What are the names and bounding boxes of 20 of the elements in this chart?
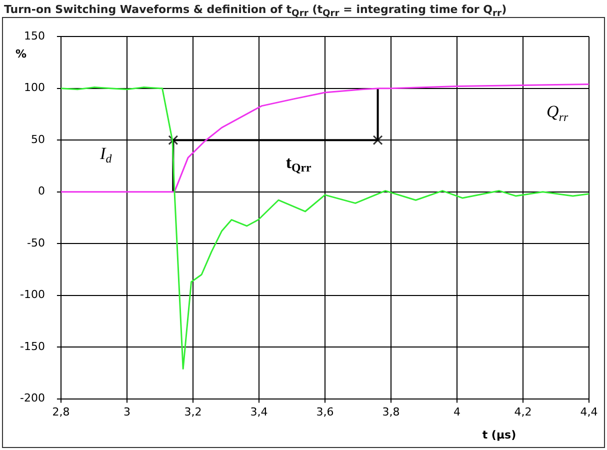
y-tick-label: 100: [24, 81, 45, 94]
y-tick-label: 50: [30, 132, 45, 146]
x-tick-label: 3,6: [316, 405, 334, 418]
x-tick-label: 4,4: [580, 405, 598, 418]
x-tick-label: 4: [453, 405, 460, 418]
y-axis-title: %: [15, 47, 26, 60]
y-tick-label: 0: [38, 184, 45, 198]
x-tick-label: 3,2: [184, 405, 202, 418]
chart-title: Turn-on Switching Waveforms & definition of t$_{Qrr}$ (t$_{Qrr}$ = integrating time for Q$_{rr}$): [4, 3, 507, 20]
y-tick-label: -200: [20, 392, 45, 405]
y-tick-label: -50: [26, 236, 45, 250]
x-tick-label: 2,8: [52, 405, 70, 418]
x-tick-label: 3,4: [250, 405, 268, 418]
y-tick-label: -150: [20, 340, 45, 353]
x-tick-label: 4,2: [514, 405, 532, 418]
x-tick-label: 3: [123, 405, 130, 418]
y-tick-label: 150: [24, 29, 45, 42]
x-tick-label: 3,8: [382, 405, 400, 418]
y-tick-label: -100: [20, 288, 45, 302]
x-axis-title: t (µs): [482, 428, 516, 442]
